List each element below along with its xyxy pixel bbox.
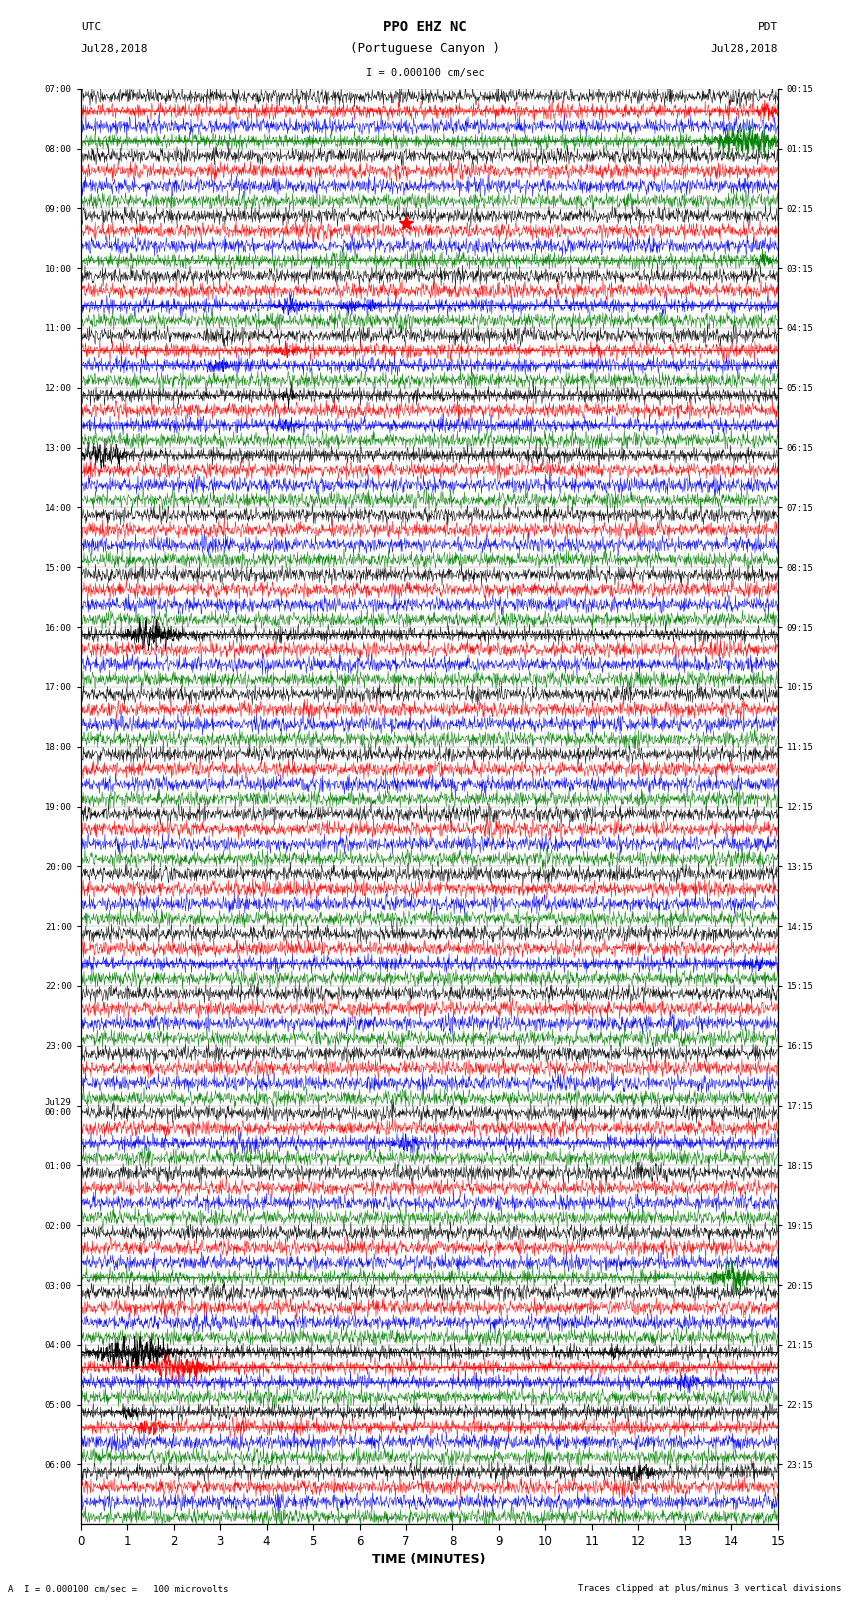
Text: (Portuguese Canyon ): (Portuguese Canyon ) (350, 42, 500, 55)
X-axis label: TIME (MINUTES): TIME (MINUTES) (372, 1553, 486, 1566)
Text: PDT: PDT (757, 21, 778, 32)
Text: PPO EHZ NC: PPO EHZ NC (383, 19, 467, 34)
Text: I = 0.000100 cm/sec: I = 0.000100 cm/sec (366, 68, 484, 77)
Text: Jul28,2018: Jul28,2018 (711, 44, 778, 53)
Text: Jul28,2018: Jul28,2018 (81, 44, 148, 53)
Text: A  I = 0.000100 cm/sec =   100 microvolts: A I = 0.000100 cm/sec = 100 microvolts (8, 1584, 229, 1594)
Text: UTC: UTC (81, 21, 101, 32)
Text: Traces clipped at plus/minus 3 vertical divisions: Traces clipped at plus/minus 3 vertical … (578, 1584, 842, 1594)
